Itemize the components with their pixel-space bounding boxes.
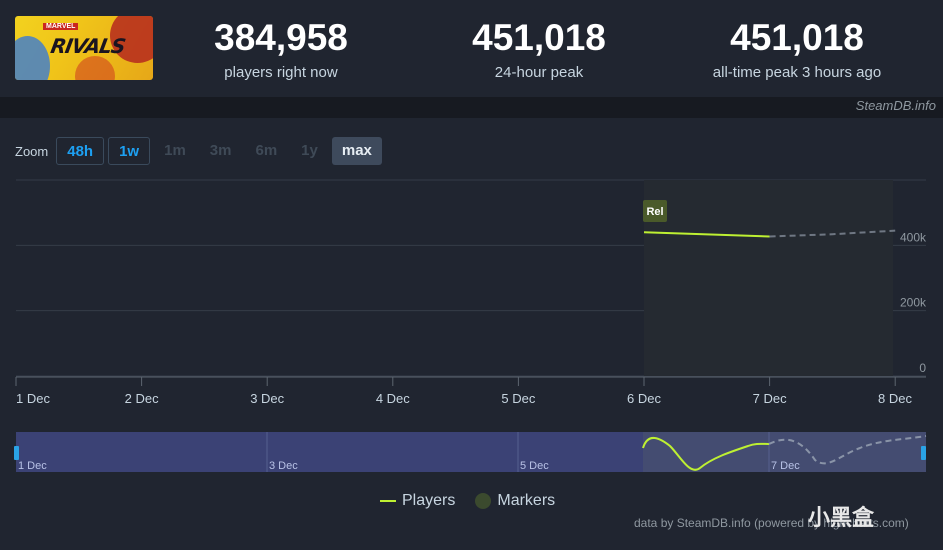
series-line [643,231,770,238]
stat-value: 451,018 [472,17,606,58]
navigator[interactable]: 1 Dec 3 Dec 5 Dec 7 Dec [14,432,927,472]
x-tick-label: 5 Dec [501,391,535,406]
y-tick-label: 0 [919,361,926,375]
stat-label: all-time peak 3 hours ago [712,64,882,81]
x-tick-label: 4 Dec [376,391,410,406]
x-tick-label: 7 Dec [753,391,787,406]
stat-label: 24-hour peak [494,64,584,81]
rel-marker-flag [643,200,667,222]
navigator-projected-trace [768,435,927,465]
rel-marker[interactable]: Rel [643,200,667,222]
legend-players-swatch [380,500,396,502]
stat-label: players right now [224,64,338,81]
zoom-6m-button: 6m [255,142,278,159]
y-tick-label: 400k [900,230,927,244]
y-tick-label: 200k [900,296,927,310]
navigator-label: 1 Dec [18,460,47,472]
x-tick-label: 3 Dec [250,391,284,406]
legend-markers-label[interactable]: Markers [497,492,556,509]
legend-players-label[interactable]: Players [402,492,456,509]
navigator-label: 3 Dec [269,460,298,472]
stat-value: 451,018 [730,17,864,58]
x-tick-label: 8 Dec [878,391,912,406]
watermark-text: 小黑盒 [808,505,875,530]
navigator-right-handle [921,446,926,460]
x-tick-label: 6 Dec [627,391,661,406]
x-tick-label: 2 Dec [125,391,159,406]
navigator-label: 5 Dec [520,460,549,472]
zoom-controls: Zoom 48h 1w 1m 3m 6m 1y max [15,137,386,165]
cover-marvel-logo: MARVEL [43,23,79,30]
chart-legend: Players Markers [380,492,555,510]
x-axis: 1 Dec 2 Dec 3 Dec 4 Dec 5 Dec 6 Dec 7 Dec 8 Dec [15,376,926,406]
y-axis-labels: 0 200k 400k [900,230,927,375]
zoom-1y-button: 1y [301,142,318,159]
stat-value: 384,958 [214,17,348,58]
navigator-selection [643,432,926,472]
release-shaded-region [644,180,893,376]
zoom-3m-button: 3m [209,142,232,159]
zoom-1w-button[interactable]: 1w [108,137,151,165]
zoom-max-button[interactable]: max [331,137,382,165]
legend-markers-swatch [475,493,492,509]
zoom-label: Zoom [15,143,49,159]
game-cover-image[interactable]: MARVEL RIVALS [15,16,153,80]
navigator-left-handle [14,446,19,460]
x-tick-label: 1 Dec [16,391,50,406]
stat-24h-peak: 451,018 24-hour peak [424,17,654,82]
navigator-players-trace [642,437,770,471]
zoom-48h-button[interactable]: 48h [56,137,105,165]
series-line [769,229,896,238]
chart-series [643,229,896,238]
steamdb-link[interactable]: SteamDB.info [855,98,936,113]
stat-all-time-peak: 451,018 all-time peak 3 hours ago [682,17,912,82]
navigator-label: 7 Dec [771,460,800,472]
stats-bar: MARVEL RIVALS 384,958 players right now … [0,0,943,97]
rel-marker-label: Rel [646,206,663,218]
chart-credit[interactable]: data by SteamDB.info (powered by highcha… [634,516,909,530]
stat-current-players: 384,958 players right now [166,17,396,82]
zoom-1m-button: 1m [164,142,186,159]
